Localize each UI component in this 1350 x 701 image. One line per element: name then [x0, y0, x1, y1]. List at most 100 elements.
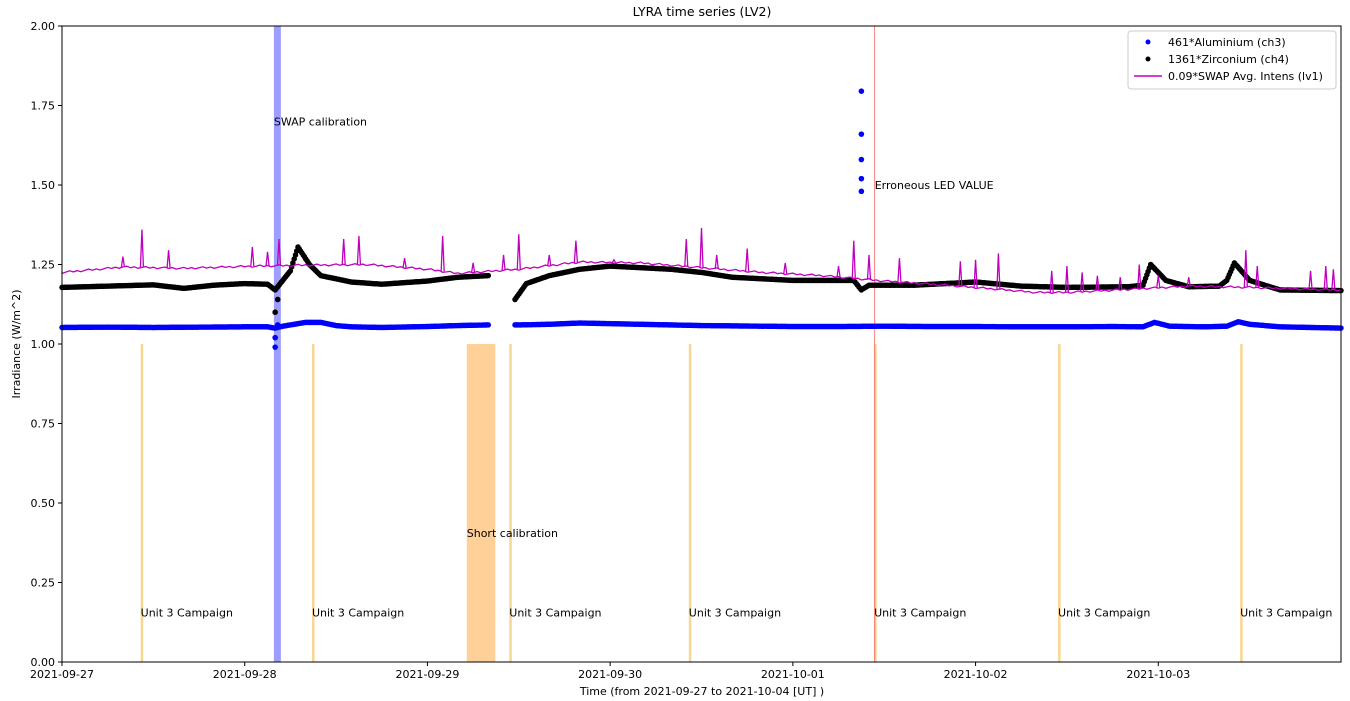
- series-spike: [699, 227, 704, 268]
- series-spike: [1308, 270, 1313, 290]
- series-spike: [897, 258, 902, 283]
- legend-label: 0.09*SWAP Avg. Intens (lv1): [1168, 70, 1323, 83]
- legend-label: 461*Aluminium (ch3): [1168, 36, 1286, 49]
- x-tick-label: 2021-10-02: [944, 668, 1008, 681]
- series-spike: [341, 239, 346, 265]
- shaded-region-unit-3-campaign: [140, 344, 144, 662]
- x-tick-label: 2021-09-30: [578, 668, 642, 681]
- annotation-unit-3-campaign: Unit 3 Campaign: [312, 607, 404, 620]
- series-layer: [59, 88, 1344, 350]
- outlier-point: [858, 88, 865, 94]
- y-tick-label: 2.00: [31, 20, 56, 33]
- series-spike: [1118, 277, 1123, 290]
- series-markers: [59, 244, 1344, 303]
- series-spike: [166, 250, 171, 269]
- series-spike: [1255, 266, 1260, 288]
- legend-label: 1361*Zirconium (ch4): [1168, 53, 1289, 66]
- legend-box: [1127, 30, 1337, 90]
- x-axis-label: Time (from 2021-09-27 to 2021-10-04 [UT]…: [579, 685, 824, 698]
- annotation-unit-3-campaign: Unit 3 Campaign: [874, 607, 966, 620]
- shaded-region-unit-3-campaign: [1058, 344, 1061, 662]
- legend: 461*Aluminium (ch3) 1361*Zirconium (ch4) 0…: [1127, 30, 1337, 90]
- x-tick-label: 2021-09-28: [213, 668, 277, 681]
- y-axis: 0.00 0.25 0.50 0.75 1.00 1.25 1.50 1.75 2.00: [31, 20, 62, 669]
- series-spike: [356, 235, 362, 265]
- series-0-09-swap-avg-intens-lv1: [61, 227, 1342, 295]
- series-spike: [973, 259, 978, 288]
- series-spike: [547, 254, 552, 266]
- series-spike: [783, 262, 788, 274]
- series-spike: [1080, 272, 1085, 292]
- annotation-unit-3-campaign: Unit 3 Campaign: [1058, 607, 1150, 620]
- shaded-regions-layer: [140, 26, 1243, 662]
- x-tick-label: 2021-09-29: [395, 668, 459, 681]
- x-tick-label: 2021-09-27: [30, 668, 94, 681]
- series-spike: [250, 246, 255, 267]
- chart-title: LYRA time series (LV2): [633, 4, 772, 19]
- series-461-aluminium-ch3: [59, 88, 1344, 350]
- annotation-unit-3-campaign: Unit 3 Campaign: [1240, 607, 1332, 620]
- series-spike: [501, 254, 506, 271]
- series-spike: [684, 239, 689, 267]
- series-spike: [139, 229, 145, 268]
- legend-marker: [1145, 39, 1151, 45]
- shaded-region-unit-3-campaign: [509, 344, 512, 662]
- series-spike: [1049, 270, 1054, 293]
- annotations-layer: Unit 3 Campaign SWAP calibration Unit 3 Ca…: [141, 115, 1333, 619]
- series-spike: [1137, 264, 1142, 289]
- series-spike: [1156, 275, 1161, 288]
- series-spike: [573, 240, 579, 263]
- y-tick-label: 1.50: [31, 179, 56, 192]
- shaded-region-swap-calibration: [273, 26, 281, 662]
- series-spike: [276, 239, 282, 266]
- y-tick-label: 0.75: [31, 418, 56, 431]
- outlier-point: [274, 296, 281, 303]
- series-spike: [996, 253, 1001, 290]
- series-1361-zirconium-ch4: [59, 244, 1344, 316]
- outlier-point: [274, 322, 281, 328]
- outlier-point: [858, 131, 865, 137]
- annotation-unit-3-campaign: Unit 3 Campaign: [689, 607, 781, 620]
- legend-entry-0-09-swap-avg-intens-lv1: 0.09*SWAP Avg. Intens (lv1): [1134, 70, 1323, 83]
- series-spike: [120, 256, 126, 268]
- series-spike: [1186, 277, 1191, 287]
- series-spike: [1064, 266, 1070, 293]
- series-spike: [1331, 269, 1336, 290]
- shaded-region-unit-3-campaign: [874, 344, 877, 662]
- series-spike: [836, 266, 841, 278]
- series-spike: [265, 251, 270, 266]
- outlier-point: [272, 334, 278, 341]
- outlier-point: [858, 156, 865, 163]
- shaded-region-short-calibration: [466, 344, 496, 662]
- shaded-region-unit-3-campaign: [1240, 344, 1243, 662]
- shaded-region-unit-3-campaign: [688, 344, 692, 662]
- y-tick-label: 1.25: [31, 259, 56, 272]
- series-spike: [866, 254, 872, 280]
- series-spike: [745, 248, 750, 272]
- outlier-point: [272, 309, 278, 316]
- series-spike: [611, 258, 617, 263]
- outlier-point: [272, 344, 278, 350]
- series-spike: [1095, 275, 1100, 291]
- y-axis-label: Irradiance (W/m^2): [10, 290, 23, 399]
- series-spike: [402, 258, 407, 268]
- series-spike: [958, 261, 963, 287]
- legend-marker: [1145, 56, 1151, 62]
- series-spike: [1323, 266, 1328, 290]
- series-markers: [59, 318, 1344, 331]
- annotation-unit-3-campaign: Unit 3 Campaign: [141, 607, 233, 620]
- plot-frame: [61, 25, 1342, 663]
- y-tick-label: 1.75: [31, 100, 56, 113]
- x-tick-label: 2021-10-03: [1126, 668, 1190, 681]
- series-spike: [714, 254, 719, 269]
- x-tick-label: 2021-10-01: [761, 668, 825, 681]
- legend-entry-1361-zirconium-ch4: 1361*Zirconium (ch4): [1145, 53, 1289, 66]
- shaded-region-unit-3-campaign: [311, 344, 315, 662]
- x-axis: 2021-09-27 2021-09-28 2021-09-29 2021-09-30…: [30, 662, 1190, 681]
- series-spike: [851, 240, 856, 279]
- legend-entry-461-aluminium-ch3: 461*Aluminium (ch3): [1145, 36, 1286, 49]
- y-tick-label: 0.50: [31, 497, 56, 510]
- y-tick-label: 1.00: [31, 338, 56, 351]
- series-spike: [470, 262, 476, 273]
